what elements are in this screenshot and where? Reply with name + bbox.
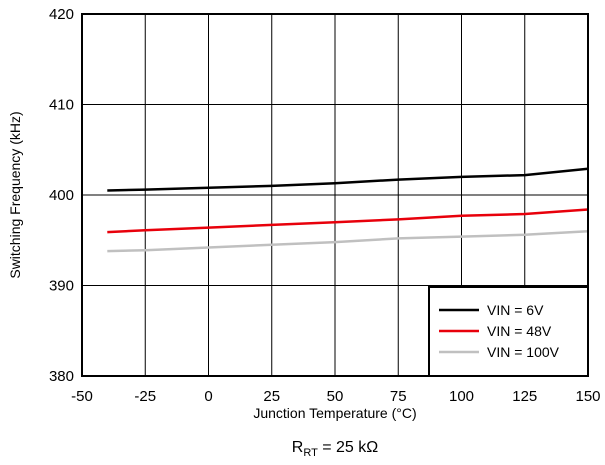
x-tick-label: 50 [327,388,344,405]
legend: VIN = 6V VIN = 48V VIN = 100V [428,286,589,377]
x-tick-label: 100 [449,388,474,405]
series-lines [107,167,589,253]
plot-area-frame [81,13,589,377]
x-tick-label: -25 [134,388,156,405]
series-line [107,208,589,234]
legend-label: VIN = 6V [487,302,544,318]
y-tick-label: 410 [49,97,74,114]
y-tick-label: 390 [49,278,74,295]
series-line [107,229,589,253]
caption-subscript: RT [303,447,318,459]
tick-labels: -50 -25 0 25 50 75 100 125 150 380 390 400 410 420 [49,6,601,405]
x-tick-label: 125 [512,388,537,405]
x-tick-label: 0 [204,388,212,405]
y-tick-label: 420 [49,6,74,23]
grid [82,14,588,376]
x-tick-label: -50 [71,388,93,405]
y-tick-label: 380 [49,368,74,385]
legend-label: VIN = 48V [487,323,552,339]
x-tick-label: 25 [263,388,280,405]
x-axis-title: Junction Temperature (°C) [253,405,416,421]
series-line [107,167,589,192]
caption-rest: = 25 kΩ [318,439,378,456]
caption: RRT = 25 kΩ [292,439,379,459]
legend-label: VIN = 100V [487,344,560,360]
y-axis-title: Switching Frequency (kHz) [7,111,23,278]
x-tick-label: 75 [390,388,407,405]
x-tick-label: 150 [575,388,600,405]
caption-main: R [292,439,304,456]
y-tick-label: 400 [49,187,74,204]
